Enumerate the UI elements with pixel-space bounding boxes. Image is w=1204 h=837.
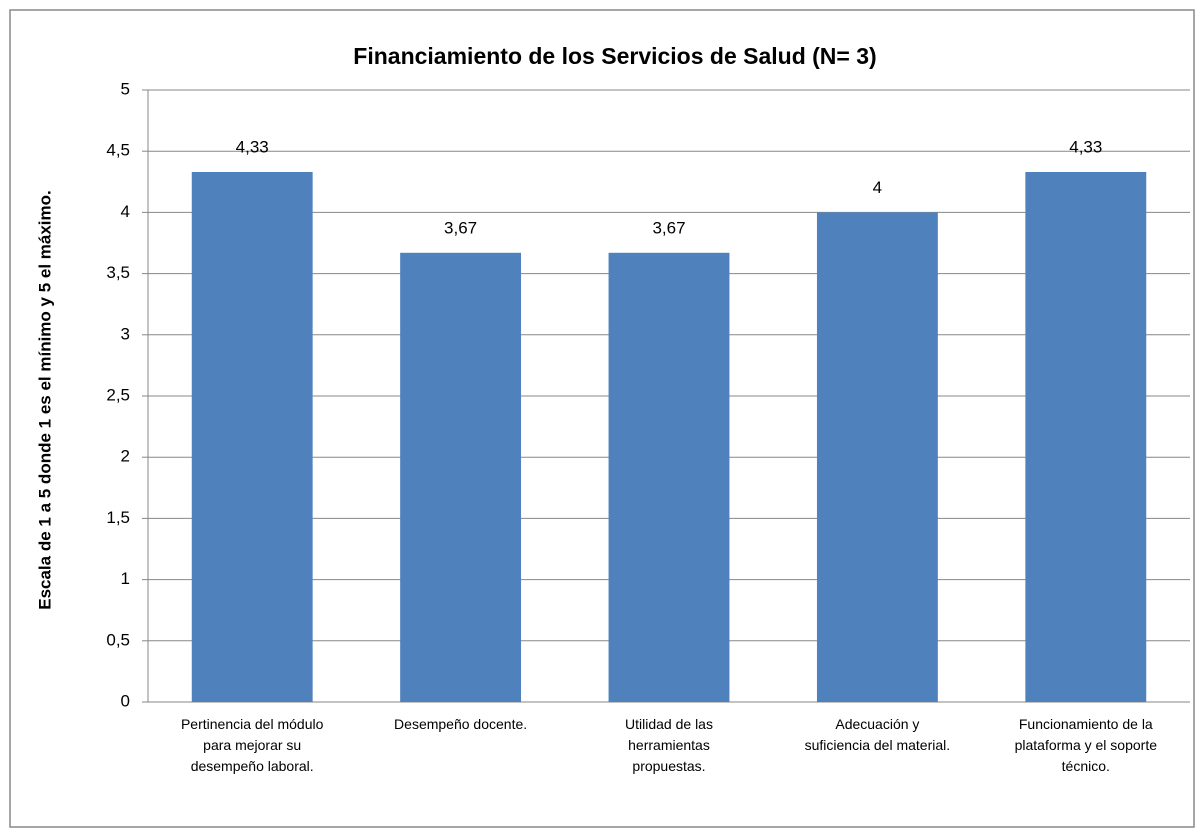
x-tick-label: Utilidad de las herramientas propuestas. xyxy=(625,716,713,774)
y-tick-label: 3,5 xyxy=(106,263,130,282)
bar xyxy=(191,172,313,702)
y-tick-label: 1,5 xyxy=(106,508,130,527)
chart-border xyxy=(9,9,1195,828)
y-tick-label: 4 xyxy=(121,202,130,221)
bar xyxy=(608,252,730,703)
x-tick-label: Pertinencia del módulo para mejorar su d… xyxy=(180,716,324,774)
chart-title: Financiamiento de los Servicios de Salud… xyxy=(353,43,876,69)
y-axis-title: Escala de 1 a 5 donde 1 es el mínimo y 5… xyxy=(35,190,54,610)
y-tick-label: 5 xyxy=(121,79,130,98)
data-label: 4,33 xyxy=(1069,137,1102,156)
bar xyxy=(400,252,522,703)
y-tick-label: 3 xyxy=(121,324,130,343)
y-tick-label: 0 xyxy=(121,691,130,710)
y-tick-label: 2,5 xyxy=(106,385,130,404)
data-label: 4,33 xyxy=(236,137,269,156)
y-tick-label: 0,5 xyxy=(106,630,130,649)
data-label: 3,67 xyxy=(444,218,477,237)
y-tick-label: 1 xyxy=(121,569,130,588)
x-tick-label: Desempeño docente. xyxy=(394,716,528,732)
bar xyxy=(816,212,938,702)
x-tick-label: Funcionamiento de la plataforma y el sop… xyxy=(1014,716,1157,774)
y-tick-label: 4,5 xyxy=(106,141,130,160)
x-tick-label: Adecuación y suficiencia del material. xyxy=(804,716,951,753)
data-label: 3,67 xyxy=(652,218,685,237)
data-label: 4 xyxy=(873,178,882,197)
y-tick-label: 2 xyxy=(121,447,130,466)
bar xyxy=(1025,172,1147,702)
